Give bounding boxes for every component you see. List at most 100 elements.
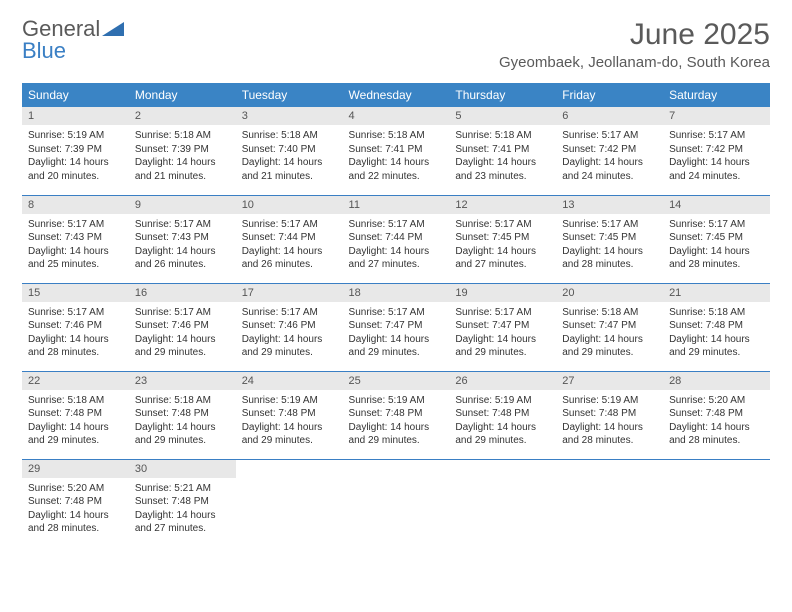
- daylight-text: Daylight: 14 hours and 29 minutes.: [349, 421, 444, 448]
- weekday-header: Friday: [556, 83, 663, 107]
- sunrise-text: Sunrise: 5:17 AM: [669, 129, 764, 143]
- sunrise-text: Sunrise: 5:17 AM: [455, 218, 550, 232]
- sunrise-text: Sunrise: 5:18 AM: [135, 394, 230, 408]
- calendar-cell: 9Sunrise: 5:17 AMSunset: 7:43 PMDaylight…: [129, 195, 236, 283]
- sunrise-text: Sunrise: 5:18 AM: [349, 129, 444, 143]
- calendar-row: 22Sunrise: 5:18 AMSunset: 7:48 PMDayligh…: [22, 371, 770, 459]
- day-number: 26: [449, 372, 556, 390]
- daylight-text: Daylight: 14 hours and 28 minutes.: [562, 421, 657, 448]
- calendar-cell: 17Sunrise: 5:17 AMSunset: 7:46 PMDayligh…: [236, 283, 343, 371]
- weekday-header: Thursday: [449, 83, 556, 107]
- day-number: 4: [343, 107, 450, 125]
- calendar-cell: 25Sunrise: 5:19 AMSunset: 7:48 PMDayligh…: [343, 371, 450, 459]
- day-number: 14: [663, 196, 770, 214]
- daylight-text: Daylight: 14 hours and 28 minutes.: [562, 245, 657, 272]
- calendar-row: 8 Sunrise: 5:17 AM Sunset: 7:43 PM Daylight…: [22, 195, 770, 283]
- day-number: 29: [22, 460, 129, 478]
- calendar-cell: [663, 459, 770, 547]
- daylight-text: Daylight: 14 hours and 29 minutes.: [135, 333, 230, 360]
- sunset-text: Sunset: 7:43 PM: [135, 231, 230, 245]
- title-block: June 2025 Gyeombaek, Jeollanam-do, South…: [499, 18, 770, 71]
- day-number: 21: [663, 284, 770, 302]
- day-details: Sunrise: 5:17 AMSunset: 7:42 PMDaylight:…: [663, 125, 770, 189]
- day-number: 5: [449, 107, 556, 125]
- sunrise-text: Sunrise: 5:19 AM: [349, 394, 444, 408]
- calendar-table: Sunday Monday Tuesday Wednesday Thursday…: [22, 83, 770, 547]
- daylight-text: Daylight: 14 hours and 25 minutes.: [28, 245, 123, 272]
- calendar-cell: 23 Sunrise: 5:18 AMSunset: 7:48 PMDayligh…: [129, 371, 236, 459]
- daylight-text: Daylight: 14 hours and 29 minutes.: [669, 333, 764, 360]
- weekday-header-row: Sunday Monday Tuesday Wednesday Thursday…: [22, 83, 770, 107]
- daylight-text: Daylight: 14 hours and 27 minutes.: [455, 245, 550, 272]
- page-header: General Blue June 2025 Gyeombaek, Jeolla…: [22, 18, 770, 71]
- day-details: Sunrise: 5:19 AMSunset: 7:39 PMDaylight:…: [22, 125, 129, 189]
- calendar-cell: 12Sunrise: 5:17 AMSunset: 7:45 PMDayligh…: [449, 195, 556, 283]
- sunset-text: Sunset: 7:44 PM: [349, 231, 444, 245]
- calendar-cell: 26Sunrise: 5:19 AMSunset: 7:48 PMDayligh…: [449, 371, 556, 459]
- day-details: Sunrise: 5:18 AMSunset: 7:41 PMDaylight:…: [343, 125, 450, 189]
- sunset-text: Sunset: 7:48 PM: [28, 495, 123, 509]
- sunset-text: Sunset: 7:44 PM: [242, 231, 337, 245]
- day-number: 8: [22, 196, 129, 214]
- daylight-text: Daylight: 14 hours and 21 minutes.: [242, 156, 337, 183]
- daylight-text: Daylight: 14 hours and 28 minutes.: [28, 509, 123, 536]
- calendar-cell: 29Sunrise: 5:20 AMSunset: 7:48 PMDayligh…: [22, 459, 129, 547]
- calendar-cell: 14Sunrise: 5:17 AMSunset: 7:45 PMDayligh…: [663, 195, 770, 283]
- day-number: 18: [343, 284, 450, 302]
- calendar-cell: 10Sunrise: 5:17 AMSunset: 7:44 PMDayligh…: [236, 195, 343, 283]
- day-number: 24: [236, 372, 343, 390]
- day-number: 3: [236, 107, 343, 125]
- calendar-row: 1Sunrise: 5:19 AMSunset: 7:39 PMDaylight…: [22, 107, 770, 195]
- sunrise-text: Sunrise: 5:18 AM: [28, 394, 123, 408]
- logo-triangle-icon: [102, 22, 124, 36]
- day-details: Sunrise: 5:19 AMSunset: 7:48 PMDaylight:…: [343, 390, 450, 454]
- calendar-cell: 11Sunrise: 5:17 AMSunset: 7:44 PMDayligh…: [343, 195, 450, 283]
- day-details: Sunrise: 5:17 AMSunset: 7:44 PMDaylight:…: [236, 214, 343, 278]
- calendar-cell: 7Sunrise: 5:17 AMSunset: 7:42 PMDaylight…: [663, 107, 770, 195]
- sunset-text: Sunset: 7:46 PM: [28, 319, 123, 333]
- day-number: 22: [22, 372, 129, 390]
- sunset-text: Sunset: 7:48 PM: [135, 495, 230, 509]
- daylight-text: Daylight: 14 hours and 20 minutes.: [28, 156, 123, 183]
- calendar-cell: [343, 459, 450, 547]
- logo-text: General Blue: [22, 18, 124, 62]
- day-details: Sunrise: 5:17 AMSunset: 7:46 PMDaylight:…: [22, 302, 129, 366]
- day-number: 23: [129, 372, 236, 390]
- sunset-text: Sunset: 7:47 PM: [349, 319, 444, 333]
- day-details: Sunrise: 5:20 AMSunset: 7:48 PMDaylight:…: [663, 390, 770, 454]
- calendar-cell: 21Sunrise: 5:18 AMSunset: 7:48 PMDayligh…: [663, 283, 770, 371]
- daylight-text: Daylight: 14 hours and 29 minutes.: [562, 333, 657, 360]
- sunset-text: Sunset: 7:40 PM: [242, 143, 337, 157]
- day-number: 11: [343, 196, 450, 214]
- calendar-cell: 28Sunrise: 5:20 AMSunset: 7:48 PMDayligh…: [663, 371, 770, 459]
- day-number: 27: [556, 372, 663, 390]
- sunrise-text: Sunrise: 5:21 AM: [135, 482, 230, 496]
- day-details: Sunrise: 5:18 AMSunset: 7:39 PMDaylight:…: [129, 125, 236, 189]
- calendar-cell: 24Sunrise: 5:19 AMSunset: 7:48 PMDayligh…: [236, 371, 343, 459]
- day-number: 7: [663, 107, 770, 125]
- sunset-text: Sunset: 7:46 PM: [242, 319, 337, 333]
- sunset-text: Sunset: 7:48 PM: [135, 407, 230, 421]
- day-number: 13: [556, 196, 663, 214]
- day-details: Sunrise: 5:21 AMSunset: 7:48 PMDaylight:…: [129, 478, 236, 542]
- sunrise-text: Sunrise: 5:17 AM: [669, 218, 764, 232]
- brand-part2: Blue: [22, 38, 66, 63]
- daylight-text: Daylight: 14 hours and 29 minutes.: [135, 421, 230, 448]
- sunrise-text: Sunrise: 5:18 AM: [135, 129, 230, 143]
- day-details: Sunrise: 5:18 AMSunset: 7:47 PMDaylight:…: [556, 302, 663, 366]
- sunset-text: Sunset: 7:42 PM: [562, 143, 657, 157]
- sunset-text: Sunset: 7:48 PM: [242, 407, 337, 421]
- sunset-text: Sunset: 7:48 PM: [669, 319, 764, 333]
- sunset-text: Sunset: 7:47 PM: [455, 319, 550, 333]
- sunrise-text: Sunrise: 5:17 AM: [349, 306, 444, 320]
- sunrise-text: Sunrise: 5:17 AM: [28, 306, 123, 320]
- sunset-text: Sunset: 7:48 PM: [28, 407, 123, 421]
- day-details: Sunrise: 5:18 AMSunset: 7:48 PMDaylight:…: [22, 390, 129, 454]
- day-number: 16: [129, 284, 236, 302]
- calendar-cell: 18Sunrise: 5:17 AMSunset: 7:47 PMDayligh…: [343, 283, 450, 371]
- calendar-cell: 5Sunrise: 5:18 AMSunset: 7:41 PMDaylight…: [449, 107, 556, 195]
- calendar-cell: 6Sunrise: 5:17 AMSunset: 7:42 PMDaylight…: [556, 107, 663, 195]
- sunrise-text: Sunrise: 5:20 AM: [669, 394, 764, 408]
- sunrise-text: Sunrise: 5:17 AM: [455, 306, 550, 320]
- day-number: 6: [556, 107, 663, 125]
